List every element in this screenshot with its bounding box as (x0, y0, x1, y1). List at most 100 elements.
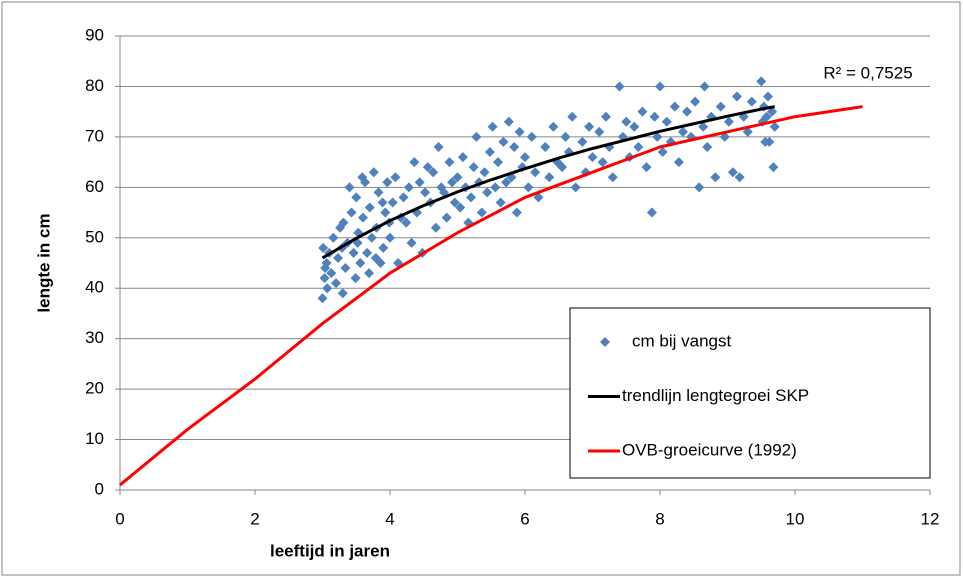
data-point (646, 207, 657, 218)
data-point (614, 81, 625, 92)
data-point (669, 101, 680, 112)
data-point (378, 242, 389, 253)
data-point (322, 283, 333, 294)
data-point (544, 172, 555, 183)
data-point (698, 121, 709, 132)
data-point (607, 172, 618, 183)
data-point (362, 247, 373, 258)
data-point (690, 96, 701, 107)
data-point (326, 268, 337, 279)
data-point (570, 182, 581, 193)
data-point (317, 293, 328, 304)
x-tick-label: 12 (921, 509, 940, 528)
y-tick-label: 10 (85, 429, 104, 448)
data-point (452, 172, 463, 183)
data-point (702, 141, 713, 152)
data-point (533, 192, 544, 203)
y-tick-label: 60 (85, 177, 104, 196)
data-point (333, 252, 344, 263)
data-point (328, 232, 339, 243)
legend-label: trendlijn lengtegroei SKP (622, 386, 809, 405)
data-point (348, 247, 359, 258)
data-point (764, 136, 775, 147)
y-tick-label: 30 (85, 328, 104, 347)
data-point (366, 232, 377, 243)
y-axis-title: lengte in cm (34, 213, 53, 312)
data-point (346, 207, 357, 218)
x-tick-label: 8 (655, 509, 664, 528)
data-point (723, 116, 734, 127)
data-point (657, 147, 668, 158)
data-point (380, 207, 391, 218)
data-point (637, 106, 648, 117)
data-point (319, 273, 330, 284)
data-point (468, 162, 479, 173)
legend-box (569, 307, 931, 479)
data-point (763, 91, 773, 102)
data-point (577, 136, 588, 147)
data-point (523, 182, 534, 193)
data-point (655, 81, 665, 92)
x-tick-label: 2 (250, 509, 259, 528)
data-point (629, 121, 640, 132)
data-point (652, 131, 663, 142)
data-point (731, 91, 742, 102)
data-point (430, 222, 441, 233)
data-point (318, 242, 329, 253)
data-point (414, 177, 425, 188)
trend-line (119, 105, 863, 487)
data-point (584, 121, 595, 132)
data-point (548, 121, 559, 132)
data-point (560, 131, 571, 142)
y-tick-label: 50 (85, 227, 104, 246)
data-point (428, 167, 439, 178)
y-tick-label: 40 (85, 278, 104, 297)
data-point (767, 106, 778, 117)
data-point (482, 187, 493, 198)
data-point (682, 106, 692, 117)
data-point (734, 172, 745, 183)
data-point (377, 197, 388, 208)
x-tick-label: 4 (385, 509, 394, 528)
data-point (420, 187, 431, 198)
data-point (401, 217, 412, 228)
data-point (390, 172, 401, 183)
data-point (422, 162, 433, 173)
legend-symbol (600, 337, 610, 347)
data-point (433, 141, 444, 152)
data-point (444, 157, 455, 168)
data-point (409, 157, 420, 168)
data-point (385, 232, 395, 243)
data-point (594, 126, 605, 137)
data-point (649, 111, 660, 122)
data-point (351, 192, 362, 203)
data-point (355, 258, 366, 268)
data-point (364, 268, 375, 279)
data-point (509, 141, 520, 152)
data-point (358, 212, 368, 223)
x-tick-label: 0 (115, 509, 124, 528)
data-point (476, 207, 487, 218)
data-point (368, 167, 379, 178)
r-squared-annotation: R² = 0,7525 (823, 63, 912, 82)
legend-label: OVB-groeicurve (1992) (622, 440, 797, 459)
data-point (466, 192, 476, 203)
data-point (490, 182, 501, 193)
data-point (641, 162, 652, 173)
data-point (398, 192, 409, 203)
x-axis-title: leeftijd in jaren (270, 541, 390, 560)
data-point (457, 152, 468, 163)
data-point (601, 111, 611, 122)
y-tick-label: 70 (85, 126, 104, 145)
data-point (633, 141, 644, 152)
data-point (768, 162, 779, 173)
data-point (382, 177, 393, 188)
data-point (526, 131, 537, 142)
data-point (530, 167, 541, 178)
data-point (479, 167, 490, 178)
data-point (501, 177, 512, 188)
data-point (597, 157, 608, 168)
data-point (493, 157, 503, 168)
data-point (673, 157, 684, 168)
